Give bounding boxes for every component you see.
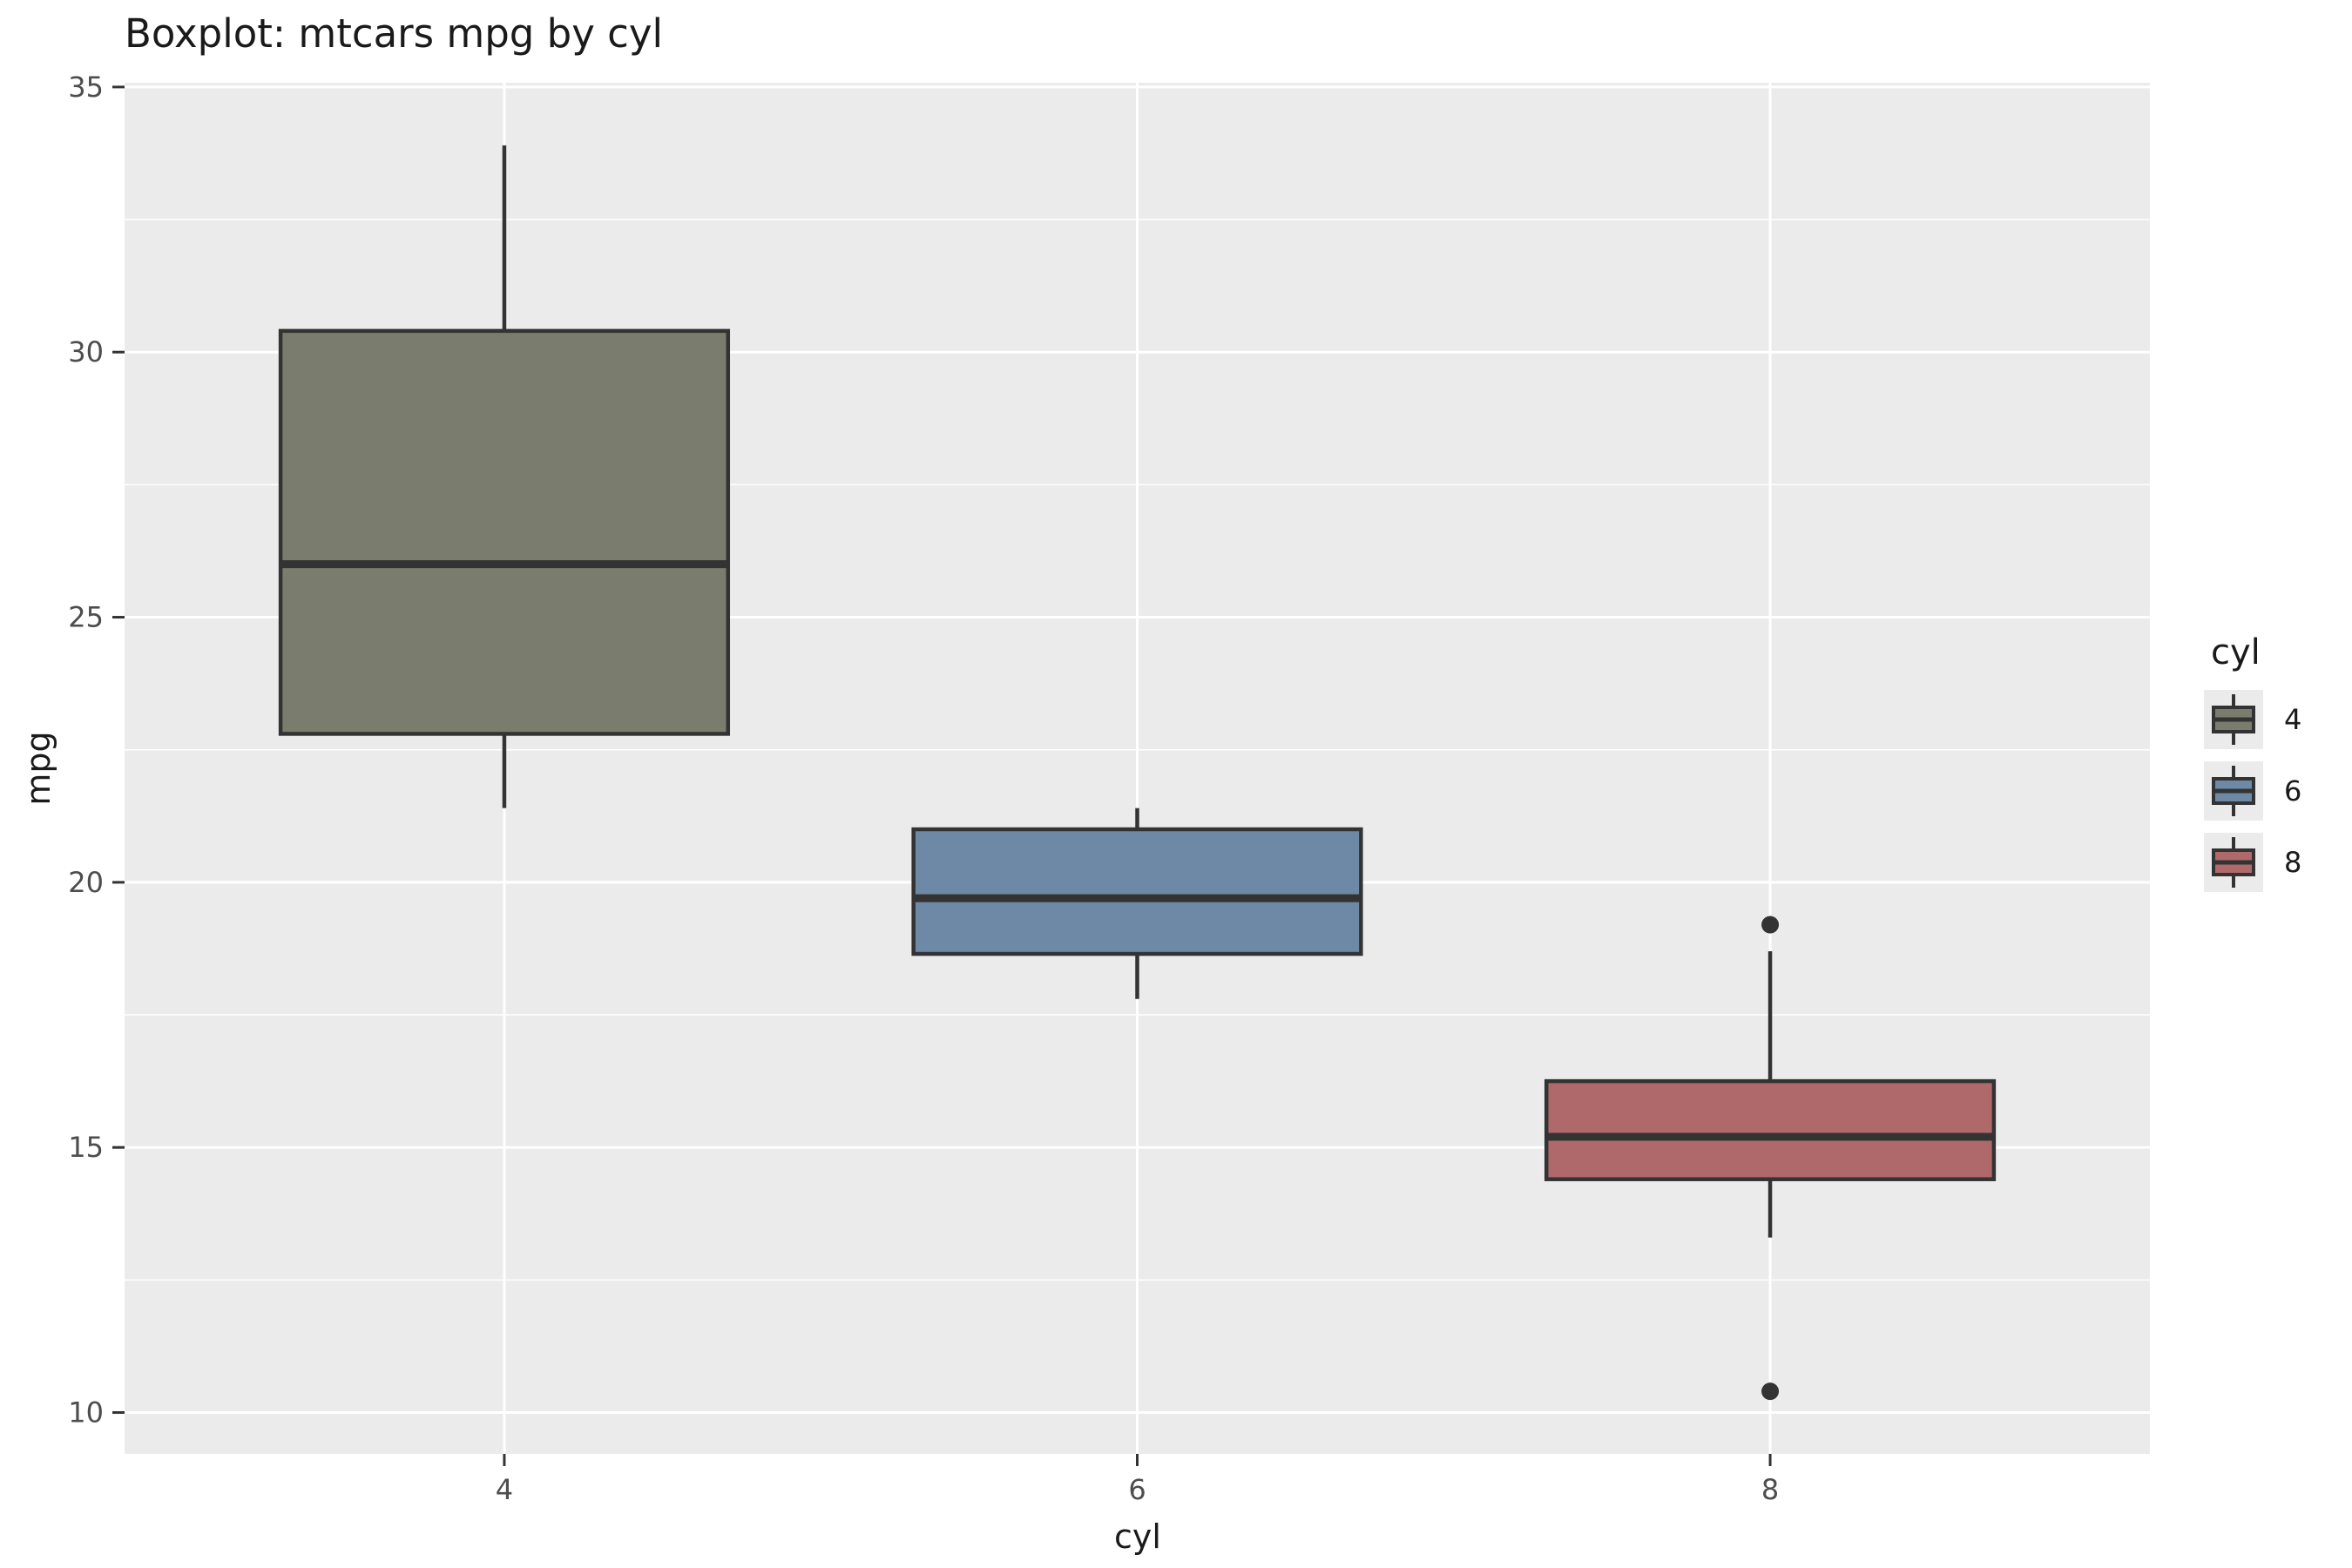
legend-key-boxplot-icon [2204,761,2263,821]
legend-key-boxplot-icon [2204,833,2263,892]
chart-title: Boxplot: mtcars mpg by cyl [125,10,664,57]
legend-entry: 4 [2204,690,2301,749]
legend-entries: 4 6 8 [2204,690,2301,892]
legend: cyl 4 6 8 [2204,632,2301,892]
x-tick-label: 8 [1761,1473,1779,1506]
y-tick-label: 35 [68,71,104,104]
x-axis-title: cyl [1114,1517,1161,1556]
y-tick-label: 25 [68,601,104,634]
outlier-point [1761,1382,1780,1401]
legend-entry-label: 6 [2284,774,2302,808]
legend-entry: 6 [2204,761,2301,821]
y-tick-label: 10 [68,1396,104,1429]
box-rect [911,827,1363,956]
legend-key-boxplot-icon [2204,690,2263,749]
y-axis-title: mpg [19,731,57,806]
box-rect [1544,1078,1997,1181]
legend-entry: 8 [2204,833,2301,892]
y-tick-label: 20 [68,866,104,899]
y-tick-label: 15 [68,1131,104,1164]
legend-entry-label: 4 [2284,703,2302,736]
legend-title: cyl [2211,632,2261,672]
x-tick-label: 4 [496,1473,513,1506]
y-tick-label: 30 [68,335,104,368]
x-tick-label: 6 [1128,1473,1146,1506]
legend-entry-label: 8 [2284,846,2302,879]
box-rect [278,328,731,736]
outlier-point [1761,916,1780,934]
